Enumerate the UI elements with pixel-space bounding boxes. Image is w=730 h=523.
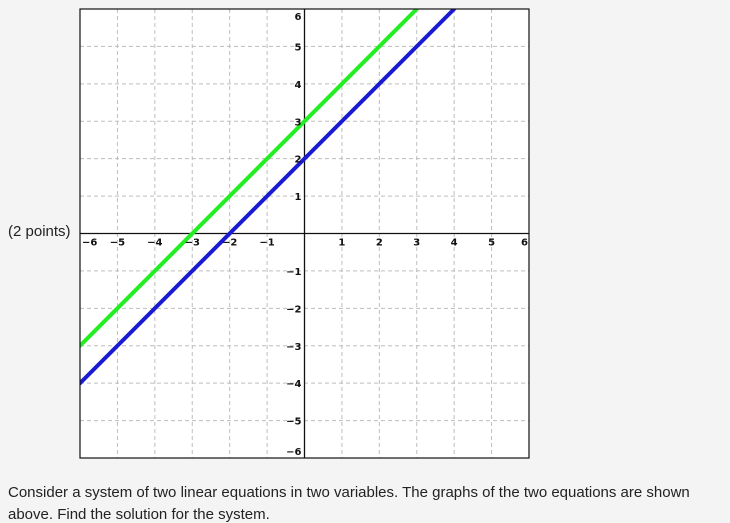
x-tick-label: −5 [110, 238, 125, 249]
series-line-1 [80, 9, 419, 348]
y-tick-label: 3 [295, 117, 302, 128]
x-tick-label: −4 [147, 238, 162, 249]
x-tick-label: −6 [82, 238, 97, 249]
y-tick-label: −5 [286, 417, 301, 428]
y-tick-label: 4 [295, 80, 302, 91]
x-tick-label: −2 [222, 238, 237, 249]
tick-labels: −6 −5 −4 −3 −2 −1 1 2 3 4 5 6 −6 −5 −4 −3 −2 −1 1 2 3 4 5 6 [82, 12, 528, 458]
x-tick-label: 3 [413, 238, 420, 249]
y-tick-label: −6 [286, 447, 301, 458]
y-tick-label: −1 [286, 267, 301, 278]
y-tick-label: 2 [295, 155, 302, 166]
y-tick-label: 5 [295, 42, 302, 53]
points-label: (2 points) [8, 223, 71, 240]
y-tick-label: 6 [295, 12, 302, 23]
x-tick-label: 4 [451, 238, 458, 249]
series-line-2 [80, 9, 457, 386]
x-tick-label: 1 [338, 238, 345, 249]
x-tick-label: 2 [376, 238, 383, 249]
y-tick-label: −4 [286, 379, 301, 390]
x-tick-label: −3 [185, 238, 200, 249]
x-tick-label: −1 [259, 238, 274, 249]
x-tick-label: 5 [488, 238, 495, 249]
plot-border [79, 8, 530, 459]
y-tick-label: 1 [295, 192, 302, 203]
question-text: Consider a system of two linear equation… [8, 484, 690, 523]
coordinate-graph: −6 −5 −4 −3 −2 −1 1 2 3 4 5 6 −6 −5 −4 −3 −2 −1 1 2 3 4 5 6 [79, 8, 530, 459]
x-tick-label: 6 [521, 238, 528, 249]
series-lines [80, 9, 457, 386]
y-tick-label: −2 [286, 304, 301, 315]
y-tick-label: −3 [286, 342, 301, 353]
axes [80, 9, 529, 458]
